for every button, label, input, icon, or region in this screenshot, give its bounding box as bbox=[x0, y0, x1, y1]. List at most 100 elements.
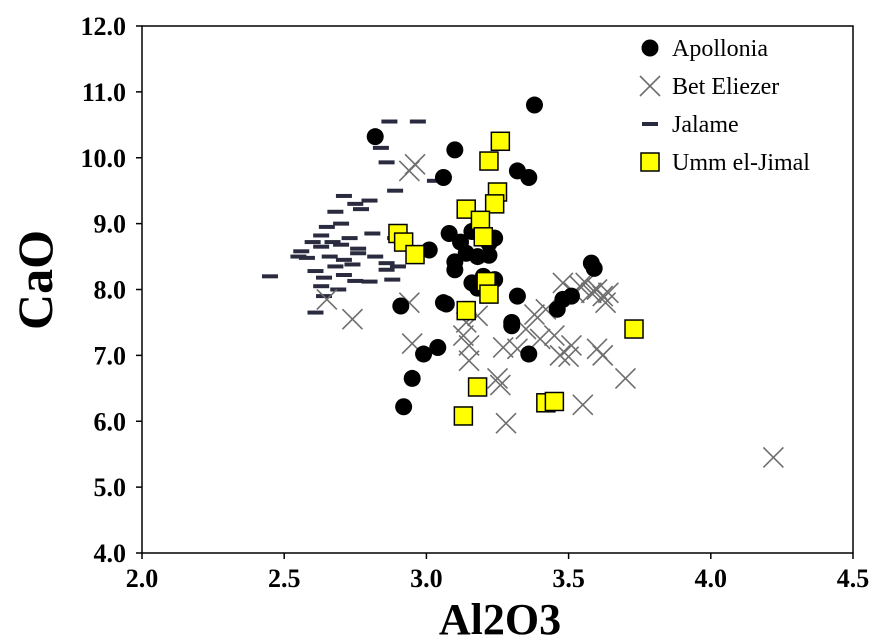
data-point bbox=[327, 264, 344, 269]
data-point bbox=[463, 274, 481, 292]
data-marks bbox=[261, 96, 784, 469]
legend-label: Jalame bbox=[672, 112, 739, 138]
data-point bbox=[479, 284, 499, 304]
series-bet-eliezer bbox=[316, 153, 784, 469]
y-axis: 4.0 5.0 6.0 7.0 8.0 9.0 10.0 11.0 12.0 bbox=[81, 12, 142, 568]
legend-item: Bet Eliezer bbox=[639, 74, 779, 100]
data-point bbox=[470, 210, 491, 231]
data-point bbox=[592, 285, 614, 307]
data-point bbox=[624, 319, 644, 339]
x-axis-title: Al2O3 bbox=[439, 595, 561, 642]
data-point bbox=[372, 145, 389, 150]
data-point bbox=[398, 160, 420, 182]
data-point bbox=[290, 254, 307, 259]
data-point bbox=[333, 221, 350, 226]
data-point bbox=[467, 377, 488, 397]
data-point bbox=[335, 257, 352, 262]
data-point bbox=[341, 236, 358, 241]
data-point bbox=[347, 278, 364, 283]
legend-marker bbox=[642, 122, 658, 126]
data-point bbox=[548, 300, 566, 318]
data-point bbox=[324, 240, 341, 245]
data-point bbox=[364, 231, 381, 236]
data-point bbox=[479, 151, 499, 171]
data-point bbox=[335, 193, 352, 198]
data-point bbox=[446, 261, 464, 279]
data-point bbox=[446, 141, 464, 159]
data-point bbox=[480, 246, 498, 264]
data-point bbox=[520, 169, 538, 187]
data-point bbox=[347, 201, 364, 206]
data-point bbox=[335, 273, 352, 278]
data-point bbox=[597, 282, 619, 304]
x-tick-label: 4.0 bbox=[695, 564, 728, 593]
data-point bbox=[473, 227, 494, 247]
y-axis-title: CaO bbox=[7, 230, 63, 330]
data-point bbox=[415, 345, 433, 363]
data-point bbox=[313, 284, 330, 289]
data-point bbox=[313, 233, 330, 238]
data-point bbox=[484, 194, 505, 214]
data-point bbox=[333, 242, 350, 247]
data-point bbox=[307, 269, 324, 274]
y-tick-label: 8.0 bbox=[94, 276, 127, 305]
data-point bbox=[549, 344, 571, 366]
data-point bbox=[503, 313, 521, 331]
y-tick-label: 11.0 bbox=[82, 78, 126, 107]
data-point bbox=[486, 367, 509, 389]
data-point bbox=[529, 328, 551, 350]
data-point bbox=[384, 277, 401, 282]
data-point bbox=[520, 345, 538, 363]
data-point bbox=[458, 334, 480, 357]
data-point bbox=[490, 131, 511, 152]
data-point bbox=[585, 259, 603, 277]
data-point bbox=[361, 198, 378, 203]
data-point bbox=[350, 251, 367, 256]
legend-item: Jalame bbox=[642, 112, 739, 138]
legend-label: Apollonia bbox=[672, 36, 768, 62]
legend-label: Umm el-Jimal bbox=[672, 150, 810, 176]
data-point bbox=[489, 374, 511, 396]
data-point bbox=[458, 350, 480, 372]
data-point bbox=[495, 412, 517, 434]
legend-label: Bet Eliezer bbox=[672, 74, 779, 100]
series-umm-el-jimal bbox=[388, 131, 644, 426]
data-point bbox=[456, 300, 476, 321]
data-point bbox=[298, 255, 315, 260]
data-point bbox=[381, 119, 398, 124]
data-point bbox=[592, 344, 614, 366]
data-point bbox=[426, 178, 443, 183]
y-tick-label: 5.0 bbox=[94, 473, 127, 502]
data-point bbox=[429, 338, 447, 356]
series-jalame bbox=[261, 119, 443, 315]
data-point bbox=[389, 264, 406, 269]
x-tick-label: 4.5 bbox=[837, 564, 870, 593]
data-point bbox=[762, 446, 784, 469]
x-tick-label: 3.0 bbox=[410, 564, 443, 593]
data-point bbox=[330, 287, 347, 292]
y-tick-label: 7.0 bbox=[94, 341, 127, 370]
data-point bbox=[560, 334, 583, 357]
x-tick-label: 3.5 bbox=[552, 564, 585, 593]
data-point bbox=[544, 391, 565, 412]
data-point bbox=[525, 96, 543, 114]
data-point bbox=[304, 240, 321, 245]
data-point bbox=[344, 262, 361, 267]
y-tick-label: 9.0 bbox=[94, 210, 127, 239]
data-point bbox=[352, 207, 369, 212]
data-point bbox=[409, 119, 426, 124]
data-point bbox=[321, 254, 338, 259]
data-point bbox=[580, 282, 602, 304]
y-tick-label: 12.0 bbox=[81, 12, 127, 41]
data-point bbox=[508, 287, 526, 305]
data-point bbox=[378, 267, 395, 272]
data-point bbox=[420, 241, 438, 259]
data-point bbox=[313, 244, 330, 249]
data-point bbox=[367, 254, 384, 259]
data-point bbox=[350, 246, 367, 251]
legend-item: Umm el-Jimal bbox=[640, 150, 810, 176]
x-axis: 2.0 2.5 3.0 3.5 4.0 4.5 bbox=[126, 553, 870, 593]
data-point bbox=[403, 369, 421, 387]
data-point bbox=[392, 297, 410, 315]
